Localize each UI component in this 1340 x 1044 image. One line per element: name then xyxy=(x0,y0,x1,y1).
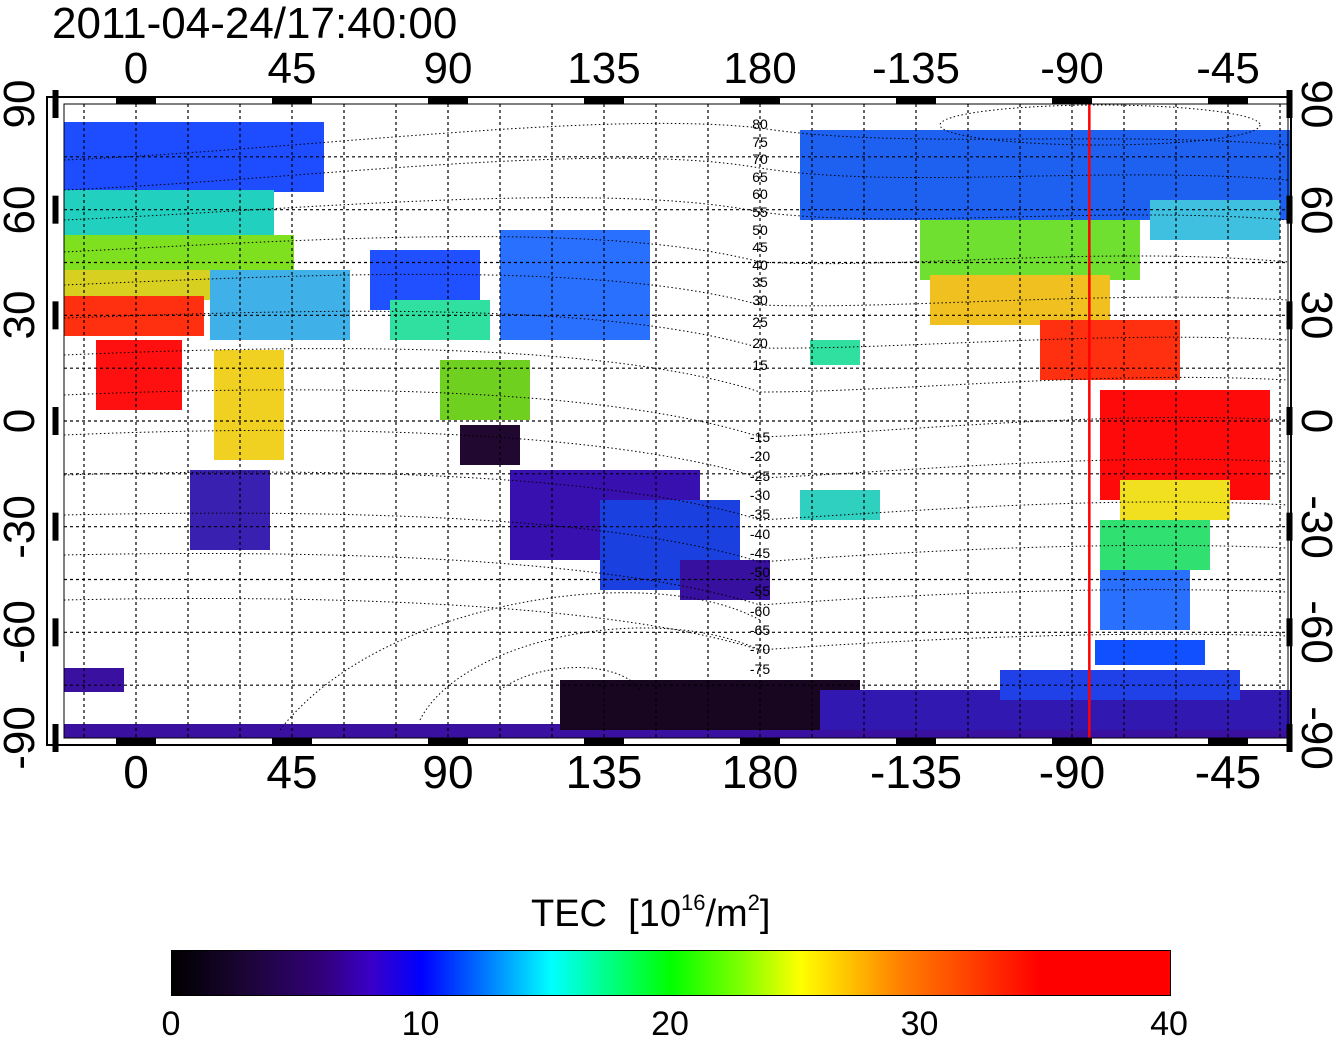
mlat-contour-label: 25 xyxy=(752,313,768,330)
left-latitude-tick: -60 xyxy=(0,600,44,665)
tec-data-layer xyxy=(64,122,1290,738)
bottom-longitude-tick: -90 xyxy=(1038,746,1106,798)
mlat-contour-label: 65 xyxy=(752,168,768,185)
mlat-contour-label: 20 xyxy=(752,335,768,352)
right-latitude-tick: 90 xyxy=(1292,79,1340,129)
mlat-contour-label: -65 xyxy=(749,622,771,638)
right-latitude-tick: -30 xyxy=(1292,494,1340,559)
left-latitude-tick: 0 xyxy=(0,409,45,433)
top-longitude-tick: 45 xyxy=(267,44,317,93)
top-longitude-tick: 180 xyxy=(723,44,797,93)
mlat-contour-label: 15 xyxy=(752,356,768,373)
colorbar xyxy=(171,950,1171,996)
mlat-contour-label: -75 xyxy=(749,660,771,677)
mlat-contour-label: -20 xyxy=(749,448,771,465)
colorbar-tick-label: 20 xyxy=(651,1005,689,1043)
bottom-longitude-tick: 0 xyxy=(123,746,149,798)
left-latitude-tick: 30 xyxy=(0,290,44,340)
frame-ticks xyxy=(52,90,1293,752)
left-latitude-tick: 60 xyxy=(0,185,44,235)
mlat-contour-label: 60 xyxy=(752,186,768,203)
right-latitude-tick: 30 xyxy=(1292,290,1340,340)
bottom-longitude-tick: 90 xyxy=(422,746,474,798)
bottom-longitude-tick: -135 xyxy=(869,746,963,798)
bottom-longitude-tick: 135 xyxy=(565,746,643,798)
colorbar-tick-label: 30 xyxy=(900,1005,939,1043)
right-latitude-tick: -90 xyxy=(1292,706,1340,770)
map-title: 2011-04-24/17:40:00 xyxy=(52,0,458,48)
mlat-contour-label: 75 xyxy=(752,133,768,150)
colorbar-unit-suffix: ] xyxy=(759,893,771,935)
mlat-contour-label: -30 xyxy=(749,486,771,503)
mlat-contour-label: 45 xyxy=(752,239,768,256)
mlat-contour-label: -25 xyxy=(749,467,771,484)
mlat-contour-label: -60 xyxy=(749,602,771,619)
mlat-contour-label: 40 xyxy=(752,256,768,273)
mlat-contour-label: 70 xyxy=(752,151,768,168)
left-latitude-tick: 90 xyxy=(0,79,44,129)
colorbar-unit-mid: /m xyxy=(705,893,748,935)
top-longitude-tick: -135 xyxy=(871,44,961,93)
mlat-contour-label: -35 xyxy=(749,506,771,523)
colorbar-quantity: TEC xyxy=(531,893,607,935)
mlat-contour-label: -45 xyxy=(749,544,771,561)
top-longitude-tick: 135 xyxy=(567,44,641,93)
colorbar-tick-label: 10 xyxy=(401,1005,440,1043)
colorbar-tick-label: 0 xyxy=(161,1005,181,1043)
bottom-longitude-tick: 180 xyxy=(721,746,799,798)
top-longitude-tick: -90 xyxy=(1040,44,1104,93)
mlat-contour-label: 35 xyxy=(752,274,768,291)
colorbar-title: TEC [1016/m2] xyxy=(531,890,770,938)
mlat-contour-label: 50 xyxy=(752,221,768,238)
right-latitude-tick: 0 xyxy=(1292,408,1340,434)
left-latitude-tick: -90 xyxy=(0,706,44,770)
mlat-contour-label: -55 xyxy=(749,583,771,600)
bottom-longitude-tick: -45 xyxy=(1194,746,1262,798)
colorbar-tick-label: 40 xyxy=(1150,1005,1188,1043)
mlat-contour-label: 55 xyxy=(752,204,768,220)
top-longitude-tick: 0 xyxy=(123,44,149,93)
colorbar-unit-prefix: [10 xyxy=(628,893,681,935)
magnetic-latitude-contours xyxy=(63,104,1289,731)
graticule xyxy=(64,104,1288,738)
colorbar-unit-square: 2 xyxy=(747,890,760,915)
right-latitude-tick: 60 xyxy=(1292,185,1340,235)
mlat-contour-label: -40 xyxy=(749,525,771,542)
mlat-contour-label: 30 xyxy=(752,292,768,308)
mlat-contour-label: -70 xyxy=(749,641,771,658)
top-longitude-tick: -45 xyxy=(1196,44,1260,93)
mlat-contour-label: 80 xyxy=(752,116,768,132)
bottom-longitude-tick: 45 xyxy=(266,746,318,798)
mlat-contour-label: -15 xyxy=(749,429,771,445)
top-longitude-tick: 90 xyxy=(423,44,473,93)
colorbar-unit-exponent: 16 xyxy=(680,890,706,915)
right-latitude-tick: -60 xyxy=(1292,600,1340,665)
mlat-contour-label: -50 xyxy=(749,564,771,581)
left-latitude-tick: -30 xyxy=(0,494,44,559)
